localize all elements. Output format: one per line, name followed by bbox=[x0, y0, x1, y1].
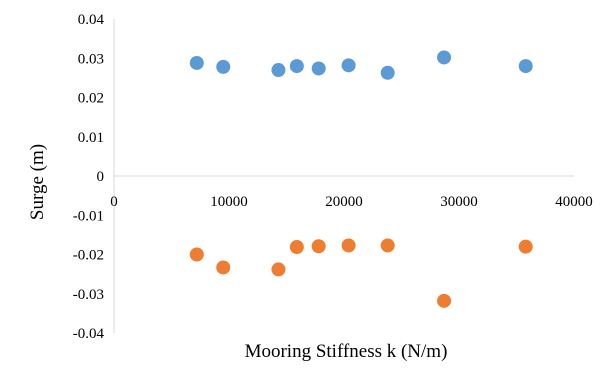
data-point-series-2 bbox=[341, 238, 356, 253]
x-tick-label: 0 bbox=[110, 194, 118, 210]
y-tick-label: -0.04 bbox=[73, 326, 105, 342]
y-tick-label: 0 bbox=[97, 169, 105, 185]
data-point-series-1 bbox=[437, 50, 452, 65]
data-point-series-1 bbox=[380, 65, 395, 80]
data-point-series-2 bbox=[289, 240, 304, 255]
data-point-series-2 bbox=[189, 247, 204, 262]
tick-labels: 0.04 0.03 0.02 0.01 0 -0.01 -0.02 -0.03 -0.04 0 10… bbox=[73, 12, 593, 342]
x-tick-label: 20000 bbox=[325, 194, 363, 210]
data-point-series-2 bbox=[216, 260, 231, 275]
data-point-series-1 bbox=[518, 59, 533, 74]
y-tick-label: 0.04 bbox=[78, 12, 105, 28]
axes bbox=[113, 19, 574, 333]
data-point-series-1 bbox=[311, 61, 326, 76]
y-tick-label: 0.03 bbox=[78, 51, 104, 67]
data-point-series-1 bbox=[271, 63, 286, 78]
data-points bbox=[189, 50, 533, 308]
y-tick-label: -0.02 bbox=[73, 248, 104, 264]
x-tick-label: 40000 bbox=[555, 194, 593, 210]
x-axis-title: Mooring Stiffness k (N/m) bbox=[245, 341, 448, 362]
data-point-series-2 bbox=[311, 239, 326, 254]
y-axis-title: Surge (m) bbox=[27, 144, 48, 220]
data-point-series-2 bbox=[380, 238, 395, 253]
x-tick-label: 10000 bbox=[210, 194, 248, 210]
data-point-series-1 bbox=[216, 59, 231, 74]
y-tick-label: -0.03 bbox=[73, 287, 104, 303]
data-point-series-2 bbox=[271, 262, 286, 277]
data-point-series-1 bbox=[341, 58, 356, 73]
data-point-series-2 bbox=[518, 239, 533, 254]
data-point-series-2 bbox=[437, 293, 452, 308]
y-tick-label: 0.01 bbox=[78, 130, 104, 146]
data-point-series-1 bbox=[289, 59, 304, 74]
data-point-series-1 bbox=[189, 55, 204, 70]
x-tick-label: 30000 bbox=[440, 194, 478, 210]
y-tick-label: 0.02 bbox=[78, 91, 104, 107]
y-tick-label: -0.01 bbox=[73, 208, 104, 224]
